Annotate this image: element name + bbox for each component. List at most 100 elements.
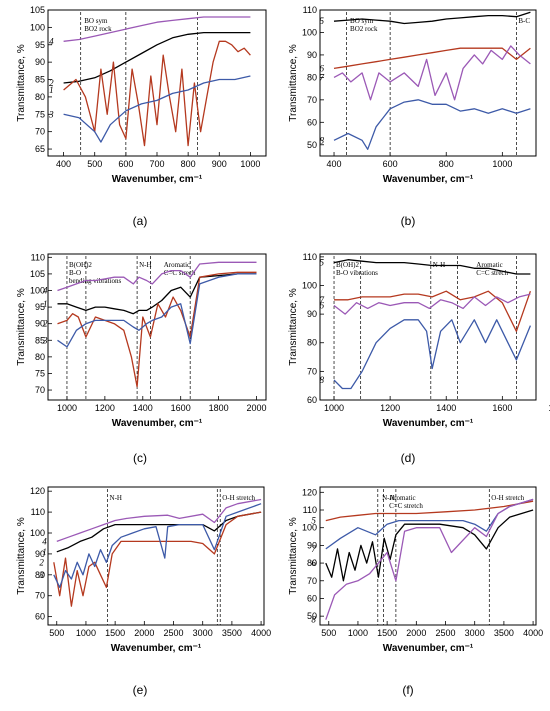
y-tick-label: 105 [30,269,45,279]
plot-frame [319,9,537,157]
y-axis-label: Transmittance, % [16,44,27,122]
y-tick-label: 60 [307,117,317,127]
y-tick-label: 100 [30,528,45,538]
series-number-label: 3 [38,570,44,580]
band-annotation: B-O vibrations [336,269,378,277]
band-annotation: Aromatic [164,261,190,269]
x-tick-label: 400 [56,159,71,169]
series-number-label: 5 [320,258,325,268]
series-number-label: 1 [49,85,54,95]
series-number-label: 4 [43,286,48,296]
series-number-label: 1 [43,299,48,309]
x-tick-label: 2000 [134,628,154,638]
y-tick-label: 80 [307,558,317,568]
y-tick-label: 100 [30,22,45,32]
spectrum-line-2 [57,271,257,388]
y-axis-label: Transmittance, % [16,517,27,595]
panel-label: (c) [133,451,147,465]
plot-frame [319,486,537,626]
x-tick-label: 1000 [324,403,344,413]
x-tick-label: 4000 [523,628,543,638]
y-tick-label: 95 [35,40,45,50]
band-annotation: BO2 rock [84,25,112,33]
spectrum-line-4 [56,498,262,543]
series-number-label: 5 [320,16,325,26]
panel-label: (e) [133,683,148,697]
spectrum-line-7 [334,290,532,332]
plot-frame [319,253,537,401]
y-tick-label: 90 [35,57,45,67]
y-tick-label: 70 [307,576,317,586]
panel-label: (f) [402,683,413,697]
series-number-label: 4 [49,36,54,46]
x-tick-label: 1800 [548,403,550,413]
x-tick-label: 1400 [133,403,153,413]
x-axis-label: Wavenumber, cm⁻¹ [111,643,202,654]
x-tick-label: 3500 [494,628,514,638]
y-tick-label: 70 [35,127,45,137]
y-tick-label: 120 [302,487,317,497]
series-number-label: 2 [39,557,44,567]
panel-b: 400 600 800 1000 50 60 70 80 90 100 110 Wavenumber,… [288,5,537,228]
band-annotation: B-O [69,269,81,277]
series-number-label: 1 [42,547,47,557]
y-axis-label: Transmittance, % [288,517,299,595]
x-tick-label: 1500 [105,628,125,638]
band-annotation: O-H stretch [491,494,524,502]
spectrum-line-2 [53,511,262,607]
spectrum-line-5 [333,259,531,275]
x-tick-label: 2500 [163,628,183,638]
x-tick-label: 2500 [435,628,455,638]
band-annotation: C=C strech [476,269,508,277]
panel-c: 1000 1200 1400 1600 1800 2000 70 75 80 85 90 95 100 1… [16,252,267,465]
series-number-label: 8 [320,375,325,385]
band-annotation: C=C stretch [389,502,423,510]
x-axis-label: Wavenumber, cm⁻¹ [383,643,474,654]
y-tick-label: 100 [302,280,317,290]
band-annotation: BO2 rock [350,25,378,33]
y-tick-label: 70 [35,591,45,601]
y-tick-label: 90 [307,309,317,319]
y-tick-label: 65 [35,144,45,154]
panel-label: (b) [401,214,416,228]
plot-frame [47,486,265,626]
spectrum-line-2 [63,31,251,84]
x-tick-label: 800 [181,159,196,169]
x-tick-label: 3000 [465,628,485,638]
y-tick-label: 90 [307,50,317,60]
x-tick-label: 500 [49,628,64,638]
series-number-label: 6 [320,63,325,73]
y-axis-label: Transmittance, % [288,288,299,366]
y-tick-label: 75 [35,368,45,378]
y-tick-label: 70 [307,366,317,376]
spectrum-line-1 [57,273,257,315]
spectrum-line-3 [63,75,251,143]
y-tick-label: 90 [35,549,45,559]
series-number-label: 5 [311,516,316,526]
panel-e: 500 1000 1500 2000 2500 3000 3500 4000607080901… [16,486,271,697]
band-annotation: C=C strech [164,269,196,277]
spectrum-line-1 [63,40,251,147]
x-tick-label: 1200 [380,403,400,413]
y-tick-label: 110 [303,5,317,15]
y-tick-label: 80 [307,72,317,82]
x-tick-label: 1800 [209,403,229,413]
x-tick-label: 900 [212,159,227,169]
band-annotation: Aromatic [389,494,415,502]
x-tick-label: 600 [383,159,398,169]
y-tick-label: 85 [35,75,45,85]
y-tick-label: 75 [35,109,45,119]
y-tick-label: 80 [35,92,45,102]
x-tick-label: 1000 [240,159,260,169]
series-number-label: 3 [48,109,54,119]
y-tick-label: 70 [35,385,45,395]
spectrum-line-6 [333,47,531,70]
panel-a: 400 500 600 700 800 900 1000 65 70 75 80 85 90 95 100 1… [16,5,267,228]
x-tick-label: 600 [118,159,133,169]
spectrum-line-5 [333,11,531,25]
x-tick-label: 1400 [436,403,456,413]
x-tick-label: 500 [87,159,102,169]
x-tick-label: 1500 [377,628,397,638]
spectrum-line-8 [325,498,534,620]
y-tick-label: 50 [307,140,317,150]
